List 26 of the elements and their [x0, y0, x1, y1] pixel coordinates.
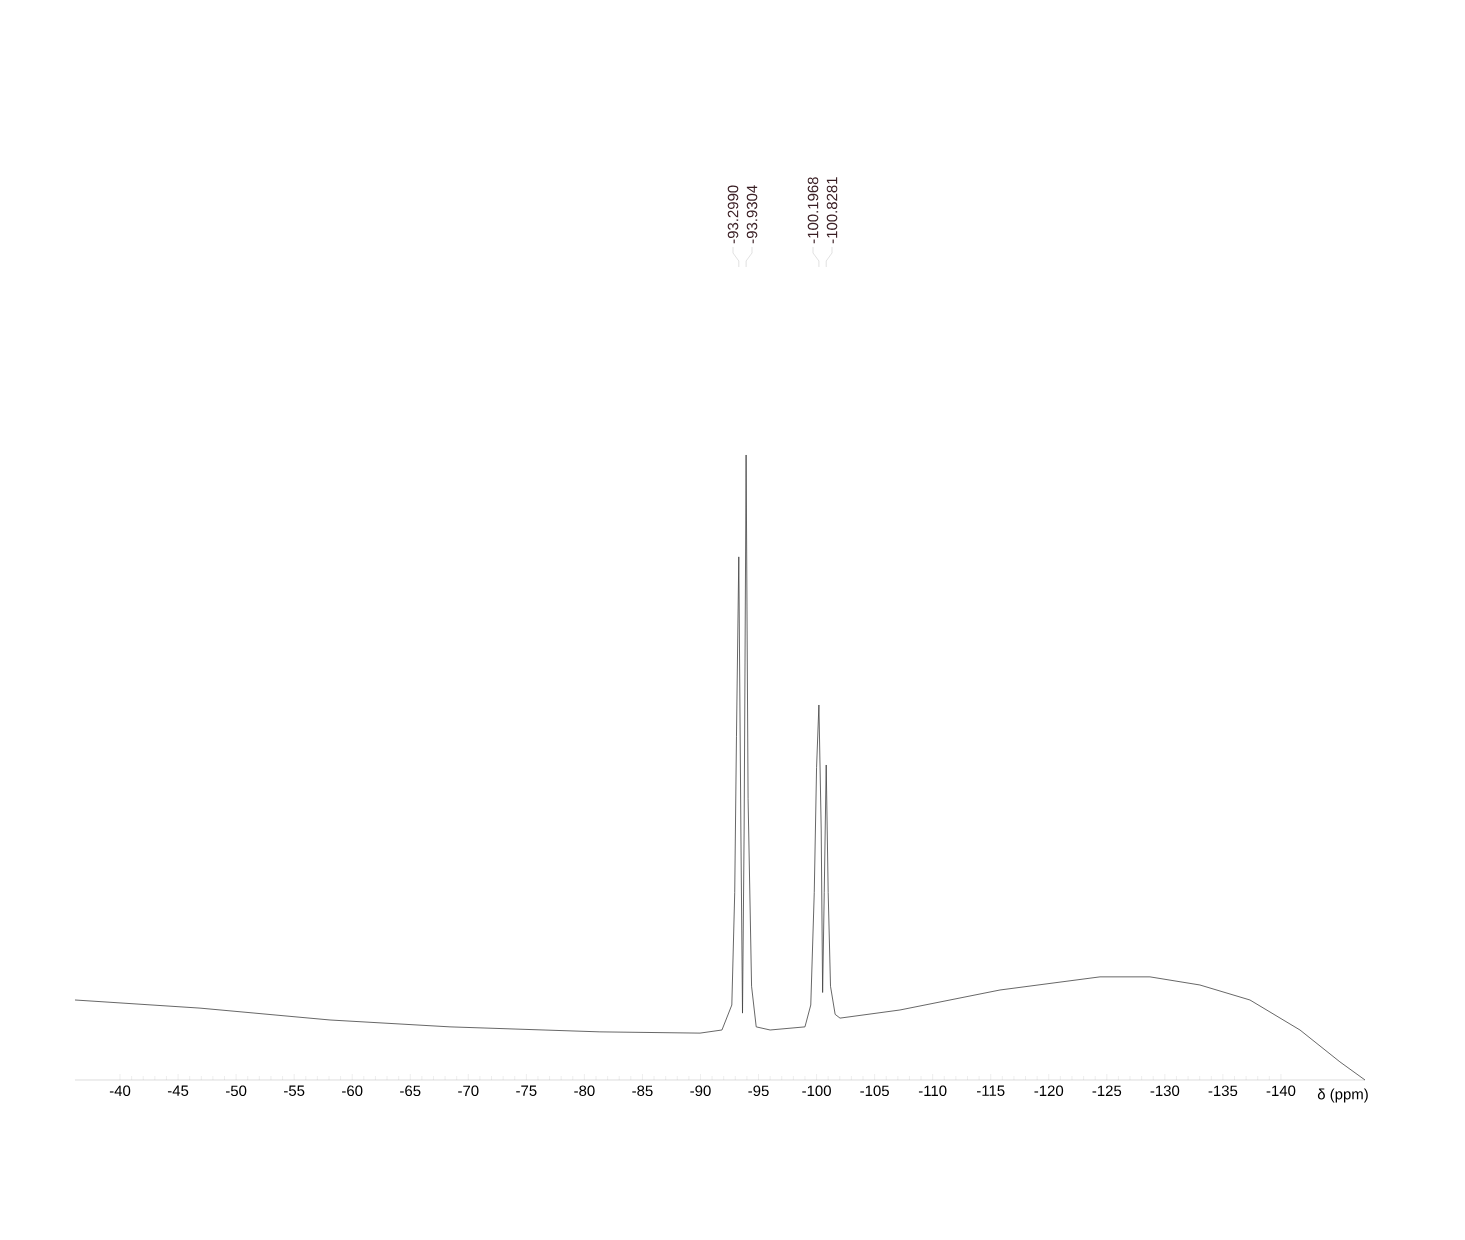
x-tick-label: -130 — [1150, 1085, 1180, 1097]
x-tick-label: -135 — [1208, 1085, 1238, 1097]
x-tick-label: -110 — [918, 1085, 947, 1097]
x-tick-label: -55 — [284, 1085, 305, 1096]
x-tick-label: -80 — [574, 1085, 595, 1097]
annotation: -93.9304 — [746, 185, 758, 244]
annotation: -100.8281 — [826, 177, 838, 244]
x-tick-label: -120 — [1034, 1085, 1064, 1097]
x-tick-label: -115 — [976, 1085, 1005, 1096]
x-tick-label: -105 — [860, 1085, 889, 1097]
x-tick-label: -60 — [342, 1085, 363, 1097]
x-tick-label: -70 — [458, 1085, 479, 1097]
x-tick-label: -65 — [400, 1085, 421, 1097]
x-tick-label: -85 — [632, 1085, 653, 1097]
annotation: -93.2990 — [727, 185, 739, 244]
annotation: -100.1968 — [807, 177, 819, 244]
x-tick-label: -50 — [225, 1085, 247, 1097]
x-tick-label: -90 — [690, 1085, 711, 1097]
x-tick-label: -40 — [109, 1085, 131, 1097]
x-tick-label: -100 — [802, 1085, 831, 1097]
x-tick-label: -140 — [1266, 1085, 1296, 1097]
x-tick-label: -95 — [748, 1085, 769, 1097]
x-tick-label: -75 — [516, 1085, 537, 1096]
x-axis-title: δ (ppm) — [1317, 1088, 1368, 1103]
x-tick-label: -125 — [1092, 1085, 1122, 1097]
x-tick-label: -45 — [167, 1085, 189, 1096]
